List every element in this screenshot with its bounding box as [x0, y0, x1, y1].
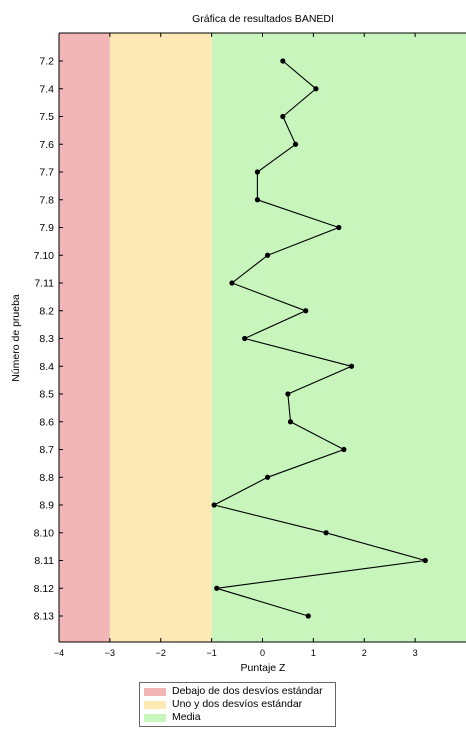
data-point-7.5	[280, 113, 286, 120]
legend-swatch-below-two	[144, 687, 166, 696]
data-point-8.4	[348, 363, 355, 369]
legend-swatch-one-two	[144, 700, 166, 709]
legend-item-below-two: Debajo de dos desvíos estándar	[144, 685, 331, 698]
y-tick-label-7.8: 7.8	[39, 194, 54, 206]
data-point-7.6	[292, 141, 299, 147]
legend-swatch-media	[144, 713, 166, 722]
data-point-8.9	[211, 502, 217, 508]
legend-label-one-two: Uno y dos desvíos estándar	[172, 698, 303, 710]
data-point-8.13	[305, 613, 311, 619]
y-tick-label-7.9: 7.9	[39, 222, 54, 234]
x-tick-label-3: −1	[206, 648, 216, 658]
x-axis-label: Puntaje Z	[241, 662, 287, 674]
legend-label-below-two: Debajo de dos desvíos estándar	[172, 685, 323, 697]
y-tick-label-7.10: 7.10	[34, 250, 55, 262]
y-tick-label-7.4: 7.4	[39, 83, 54, 95]
y-tick-label-7.6: 7.6	[39, 139, 54, 151]
x-tick-label-5: 1	[311, 648, 316, 658]
data-point-7.8	[254, 197, 261, 203]
y-tick-label-7.11: 7.11	[34, 278, 54, 290]
x-tick-label-2: −2	[156, 648, 166, 658]
y-tick-label-8.7: 8.7	[39, 444, 54, 456]
data-point-8.12	[214, 585, 220, 591]
bands-group	[59, 33, 466, 642]
x-tick-label-4: 0	[260, 648, 265, 658]
x-tick-label-6: 2	[362, 648, 367, 658]
y-tick-label-8.2: 8.2	[39, 305, 54, 317]
data-point-8.2	[303, 308, 309, 314]
data-point-7.11	[229, 280, 235, 286]
band-1	[109, 33, 212, 642]
band-2	[211, 33, 466, 642]
y-tick-label-8.5: 8.5	[39, 389, 54, 401]
data-point-7.2	[280, 58, 286, 64]
chart-title: Gráfica de resultados BANEDI	[192, 13, 334, 25]
legend-item-media: Media	[144, 711, 331, 724]
y-tick-label-7.7: 7.7	[39, 167, 54, 179]
data-point-8.3	[242, 335, 248, 342]
x-tick-label-0: −4	[54, 648, 64, 658]
data-point-8.10	[323, 530, 329, 536]
y-tick-label-7.5: 7.5	[39, 111, 54, 123]
data-point-7.4	[313, 86, 319, 92]
ticks-group: −4 −3 −2 −1 0 1 2 3 7.2 7.4 7.5 7.6 7.7 7.8 7.9 7.10 7.1…	[34, 33, 418, 658]
y-tick-label-8.4: 8.4	[39, 361, 54, 373]
x-tick-label-1: −3	[105, 648, 115, 658]
series-group	[211, 58, 428, 619]
y-tick-label-8.9: 8.9	[39, 500, 54, 512]
legend-label-media: Media	[172, 711, 201, 723]
y-tick-label-8.12: 8.12	[34, 583, 55, 595]
legend-item-one-two: Uno y dos desvíos estándar	[144, 698, 331, 711]
data-point-8.5	[285, 391, 291, 397]
y-tick-label-8.10: 8.10	[34, 527, 55, 539]
data-point-7.7	[254, 169, 261, 175]
y-tick-label-7.2: 7.2	[39, 56, 54, 68]
x-tick-label-7: 3	[413, 648, 418, 658]
data-point-7.10	[264, 252, 271, 258]
data-point-8.6	[287, 419, 294, 425]
data-point-8.8	[264, 474, 271, 480]
data-point-7.9	[336, 224, 342, 231]
legend: Debajo de dos desvíos estándar Uno y dos…	[139, 682, 336, 727]
y-axis-label: Número de prueba	[10, 294, 22, 382]
band-0	[59, 33, 110, 642]
y-tick-label-8.3: 8.3	[39, 333, 54, 345]
y-tick-label-8.8: 8.8	[39, 472, 54, 484]
y-tick-label-8.6: 8.6	[39, 416, 54, 428]
y-tick-label-8.11: 8.11	[34, 555, 54, 567]
data-point-8.11	[422, 557, 428, 564]
data-point-8.7	[341, 446, 347, 453]
y-tick-label-8.13: 8.13	[34, 611, 55, 623]
